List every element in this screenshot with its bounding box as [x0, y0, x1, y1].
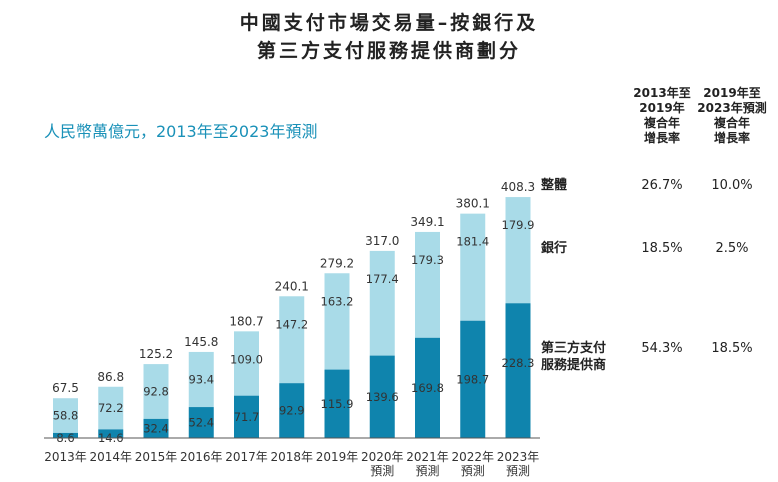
- row-label-total: 整體: [541, 177, 567, 194]
- bar-total-label: 408.3: [501, 180, 535, 194]
- bar-third-party-value-label: 71.7: [234, 410, 260, 424]
- bar-third-party-segment: [415, 337, 440, 438]
- cagr-header-2019-2023: 2019年至 2023年預測 複合年 增長率: [697, 86, 767, 146]
- bar-total-label: 380.1: [456, 197, 490, 211]
- x-axis-tick-label: 2021年: [406, 450, 449, 464]
- bar-third-party-segment: [53, 432, 78, 438]
- bar-third-party-value-label: 52.4: [188, 416, 214, 430]
- cagr-total-2013-2019: 26.7%: [641, 178, 683, 193]
- bar-bank-segment: [279, 296, 305, 384]
- bar-third-party-segment: [505, 303, 531, 438]
- x-axis-tick-label: 2014年: [89, 450, 132, 464]
- bar-bank-segment: [460, 213, 486, 321]
- cagr-bank-2013-2019: 18.5%: [641, 241, 683, 256]
- x-axis-tick-label: 預測: [506, 464, 530, 478]
- bar-total-label: 145.8: [184, 335, 218, 349]
- bar-total-label: 67.5: [52, 381, 79, 395]
- row-label-third-party: 第三方支付 服務提供商: [541, 340, 606, 374]
- x-axis-tick-label: 預測: [370, 464, 394, 478]
- chart-subtitle: 人民幣萬億元，2013年至2023年預測: [44, 122, 318, 141]
- bar-third-party-value-label: 139.6: [366, 390, 399, 404]
- bar-bank-segment: [369, 250, 395, 356]
- bar-third-party-segment: [279, 383, 305, 438]
- x-axis-tick-label: 2015年: [135, 450, 178, 464]
- bar-bank-value-label: 92.8: [143, 384, 169, 398]
- bar-third-party-segment: [234, 395, 259, 438]
- bar-bank-value-label: 72.2: [98, 401, 124, 415]
- row-label-line: 整體: [541, 178, 568, 193]
- bar-third-party-segment: [369, 355, 395, 438]
- bar-third-party-value-label: 92.9: [279, 404, 305, 418]
- bar-third-party-segment: [460, 320, 486, 438]
- bar-total-label: 279.2: [320, 256, 354, 270]
- chart-title-line-1: 中國支付市場交易量–按銀行及: [239, 12, 539, 34]
- x-axis-tick-label: 2022年: [451, 450, 494, 464]
- x-axis-tick-label: 2016年: [180, 450, 223, 464]
- cagr-header-line: 增長率: [643, 131, 680, 145]
- row-label-line: 第三方支付: [541, 341, 607, 356]
- x-axis-tick-label: 預測: [461, 464, 485, 478]
- bar-total-label: 86.8: [97, 370, 124, 384]
- bar-total-label: 125.2: [139, 347, 173, 361]
- bar-bank-segment: [505, 197, 531, 304]
- cagr-total-2019-2023: 10.0%: [711, 178, 753, 193]
- cagr-third-party-2019-2023: 18.5%: [711, 341, 753, 356]
- bar-bank-value-label: 163.2: [321, 294, 354, 308]
- bar-third-party-segment: [324, 369, 350, 438]
- bar-bank-segment: [188, 351, 214, 408]
- x-axis-tick-label: 預測: [415, 464, 439, 478]
- bar-bank-value-label: 179.9: [502, 218, 535, 232]
- row-label-line: 服務提供商: [541, 358, 607, 373]
- cagr-bank-2019-2023: 2.5%: [715, 241, 749, 256]
- bar-third-party-value-label: 32.4: [143, 421, 169, 435]
- bar-bank-value-label: 181.4: [456, 235, 489, 249]
- bar-bank-value-label: 93.4: [188, 373, 214, 387]
- x-axis-tick-label: 2020年: [361, 450, 404, 464]
- bar-total-label: 349.1: [410, 215, 444, 229]
- cagr-header-line: 2013年至: [633, 86, 691, 100]
- bar-total-label: 240.1: [275, 279, 309, 293]
- bar-total-label: 317.0: [365, 234, 399, 248]
- bar-bank-segment: [324, 273, 350, 370]
- bar-third-party-value-label: 198.7: [456, 372, 489, 386]
- bar-bank-value-label: 177.4: [366, 272, 399, 286]
- bar-third-party-value-label: 169.8: [411, 381, 444, 395]
- cagr-header-line: 2023年預測: [697, 101, 767, 115]
- chart-title-line-2: 第三方支付服務提供商劃分: [256, 40, 521, 62]
- bar-third-party-segment: [98, 429, 124, 438]
- bar-bank-segment: [53, 398, 78, 433]
- bar-total-label: 180.7: [229, 314, 263, 328]
- cagr-header-line: 複合年: [643, 116, 680, 130]
- bar-bank-segment: [415, 231, 440, 338]
- x-axis-tick-label: 2017年: [225, 450, 268, 464]
- row-label-bank: 銀行: [541, 240, 567, 257]
- cagr-header-line: 複合年: [713, 116, 750, 130]
- cagr-third-party-2013-2019: 54.3%: [641, 341, 683, 356]
- x-axis-tick-label: 2019年: [316, 450, 359, 464]
- bar-bank-value-label: 147.2: [275, 317, 308, 331]
- bar-bank-segment: [234, 331, 259, 396]
- bar-bank-value-label: 58.8: [53, 409, 79, 423]
- bar-third-party-value-label: 115.9: [321, 397, 354, 411]
- bar-third-party-value-label: 228.3: [502, 356, 535, 370]
- cagr-header-2013-2019: 2013年至 2019年 複合年 增長率: [627, 86, 697, 146]
- bar-bank-value-label: 179.3: [411, 253, 444, 267]
- bar-third-party-segment: [143, 418, 169, 438]
- cagr-header-line: 增長率: [713, 131, 750, 145]
- bar-bank-segment: [143, 364, 169, 419]
- cagr-header-line: 2019年: [639, 101, 685, 115]
- x-axis-tick-label: 2023年: [497, 450, 540, 464]
- row-label-line: 銀行: [541, 241, 568, 256]
- bar-third-party-segment: [188, 407, 214, 438]
- cagr-header-line: 2019年至: [703, 86, 761, 100]
- bar-bank-segment: [98, 386, 124, 430]
- x-axis-tick-label: 2018年: [270, 450, 313, 464]
- bar-bank-value-label: 109.0: [230, 352, 263, 366]
- x-axis-tick-label: 2013年: [44, 450, 87, 464]
